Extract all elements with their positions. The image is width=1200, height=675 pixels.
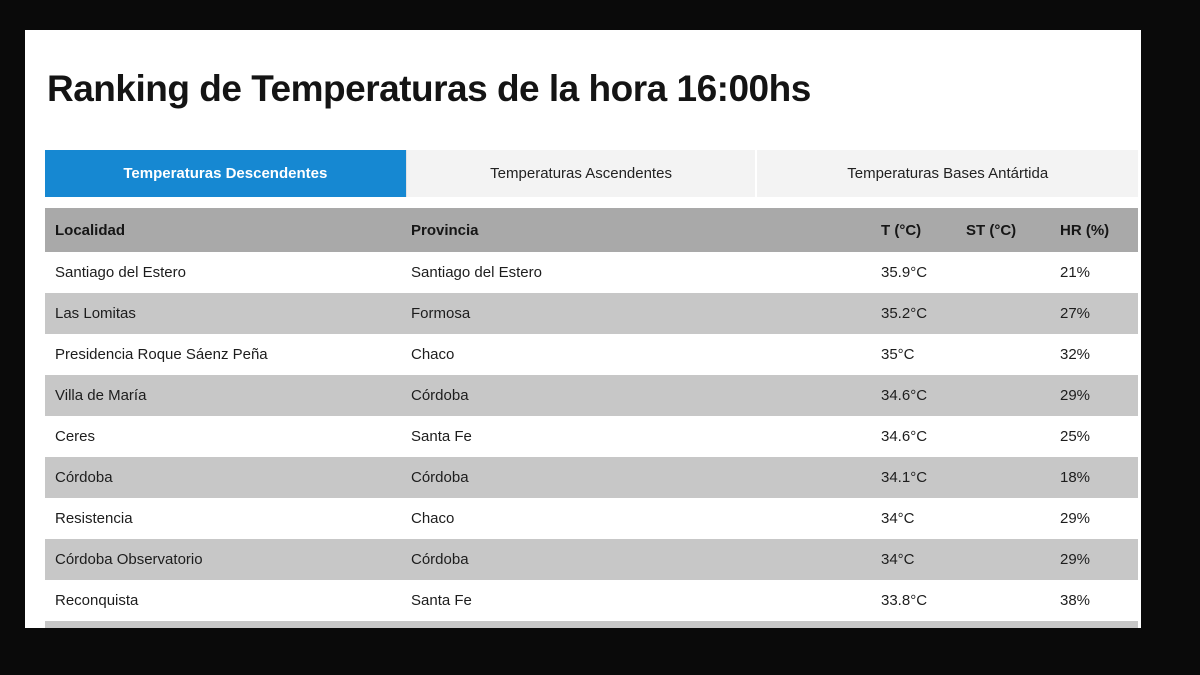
column-header-sensacion-termica: ST (°C): [956, 208, 1050, 252]
cell-sensacion-termica: [956, 580, 1050, 621]
cell-humedad: 29%: [1060, 387, 1091, 404]
table-row: Córdoba Córdoba 34.1°C 18%: [45, 457, 1138, 498]
tab-label: Temperaturas Descendentes: [123, 165, 328, 182]
table-row-partial: [45, 621, 1138, 628]
cell-temperatura: 35.9°C: [881, 264, 928, 281]
cell-temperatura: 34.6°C: [881, 387, 928, 404]
tab-temperaturas-descendentes[interactable]: Temperaturas Descendentes: [45, 150, 406, 197]
table-row: Ceres Santa Fe 34.6°C 25%: [45, 416, 1138, 457]
column-header-humedad: HR (%): [1050, 208, 1138, 252]
table-row: Resistencia Chaco 34°C 29%: [45, 498, 1138, 539]
cell-localidad: Córdoba Observatorio: [55, 551, 203, 568]
cell-humedad: 29%: [1060, 510, 1091, 527]
cell-humedad: 29%: [1060, 551, 1091, 568]
cell-localidad: Las Lomitas: [55, 305, 136, 322]
cell-sensacion-termica: [956, 252, 1050, 293]
cell-localidad: Resistencia: [55, 510, 133, 527]
cell-humedad: 18%: [1060, 469, 1091, 486]
cell-provincia: Formosa: [411, 305, 471, 322]
tab-label: Temperaturas Ascendentes: [490, 165, 672, 182]
page-title: Ranking de Temperaturas de la hora 16:00…: [47, 68, 811, 109]
column-header-localidad: Localidad: [45, 208, 401, 252]
cell-humedad: 25%: [1060, 428, 1091, 445]
tab-temperaturas-bases-antartida[interactable]: Temperaturas Bases Antártida: [755, 150, 1138, 197]
cell-temperatura: 35°C: [881, 346, 915, 363]
cell-temperatura: 33.8°C: [881, 592, 928, 609]
cell-provincia: Córdoba: [411, 387, 469, 404]
cell-localidad: Ceres: [55, 428, 96, 445]
cell-sensacion-termica: [956, 293, 1050, 334]
tab-label: Temperaturas Bases Antártida: [847, 165, 1049, 182]
cell-provincia: Chaco: [411, 510, 455, 527]
table-row: Santiago del Estero Santiago del Estero …: [45, 252, 1138, 293]
cell-humedad: 38%: [1060, 592, 1091, 609]
cell-humedad: 21%: [1060, 264, 1091, 281]
cell-temperatura: 34°C: [881, 510, 915, 527]
cell-localidad: Presidencia Roque Sáenz Peña: [55, 346, 268, 363]
column-header-temperatura: T (°C): [871, 208, 956, 252]
cell-humedad: 32%: [1060, 346, 1091, 363]
cell-provincia: Chaco: [411, 346, 455, 363]
cell-temperatura: 34.1°C: [881, 469, 928, 486]
cell-localidad: Reconquista: [55, 592, 139, 609]
cell-provincia: Córdoba: [411, 551, 469, 568]
cell-humedad: 27%: [1060, 305, 1091, 322]
cell-sensacion-termica: [956, 416, 1050, 457]
table-row: Las Lomitas Formosa 35.2°C 27%: [45, 293, 1138, 334]
table-row: Córdoba Observatorio Córdoba 34°C 29%: [45, 539, 1138, 580]
cell-sensacion-termica: [956, 334, 1050, 375]
cell-sensacion-termica: [956, 539, 1050, 580]
cell-provincia: Santa Fe: [411, 428, 472, 445]
table-row: Presidencia Roque Sáenz Peña Chaco 35°C …: [45, 334, 1138, 375]
cell-localidad: Córdoba: [55, 469, 113, 486]
cell-provincia: Córdoba: [411, 469, 469, 486]
cell-temperatura: 34.6°C: [881, 428, 928, 445]
cell-sensacion-termica: [956, 498, 1050, 539]
cell-temperatura: 34°C: [881, 551, 915, 568]
tab-temperaturas-ascendentes[interactable]: Temperaturas Ascendentes: [405, 150, 756, 197]
tab-bar: Temperaturas Descendentes Temperaturas A…: [45, 150, 1138, 197]
cell-temperatura: 35.2°C: [881, 305, 928, 322]
table-header-row: Localidad Provincia T (°C) ST (°C) HR (%…: [45, 208, 1138, 252]
cell-sensacion-termica: [956, 457, 1050, 498]
cell-provincia: Santa Fe: [411, 592, 472, 609]
cell-sensacion-termica: [956, 375, 1050, 416]
cell-localidad: Santiago del Estero: [55, 264, 186, 281]
table-row: Villa de María Córdoba 34.6°C 29%: [45, 375, 1138, 416]
table-row: Reconquista Santa Fe 33.8°C 38%: [45, 580, 1138, 621]
content-panel: Ranking de Temperaturas de la hora 16:00…: [25, 30, 1141, 628]
temperature-table: Localidad Provincia T (°C) ST (°C) HR (%…: [45, 208, 1138, 628]
cell-localidad: Villa de María: [55, 387, 147, 404]
cell-provincia: Santiago del Estero: [411, 264, 542, 281]
column-header-provincia: Provincia: [401, 208, 871, 252]
